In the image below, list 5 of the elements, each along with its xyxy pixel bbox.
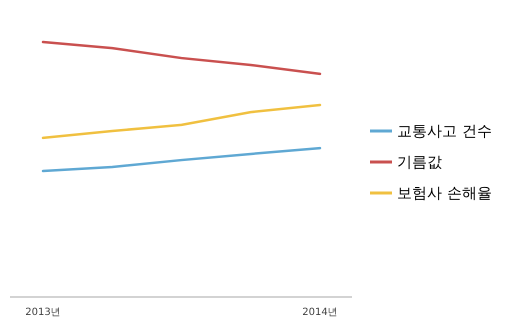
legend-label: 보험사 손해율 (397, 184, 492, 202)
legend-label: 기름값 (397, 153, 442, 171)
legend-label: 교통사고 건수 (397, 122, 492, 140)
x-tick-label: 2014년 (302, 307, 338, 318)
x-tick-label: 2013년 (25, 307, 61, 318)
